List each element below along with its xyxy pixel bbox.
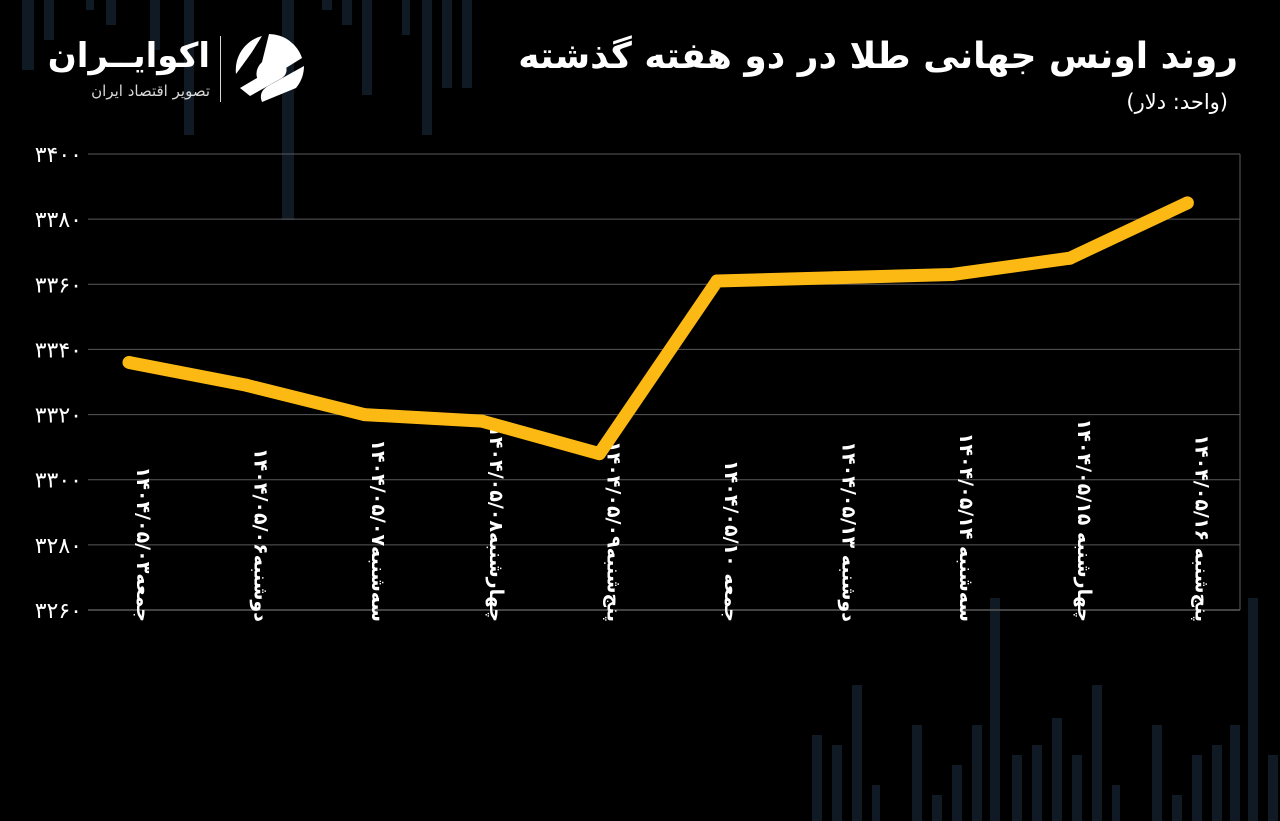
- x-tick-label: جمعه۱۴۰۴/۰۵/۰۳: [132, 467, 154, 622]
- y-tick-label: ۳۳۶۰: [35, 273, 82, 298]
- decor-bar: [1268, 755, 1278, 821]
- logo-divider: [220, 36, 221, 102]
- decor-bar: [952, 765, 962, 821]
- decor-bar: [362, 0, 372, 95]
- x-tick-label: پنج‌شنبه ۱۴۰۴/۰۵/۱۶: [1190, 434, 1212, 622]
- data-point: [240, 378, 254, 392]
- decor-bar: [462, 0, 472, 88]
- decor-bar: [812, 735, 822, 821]
- decor-bar: [972, 725, 982, 821]
- data-point: [945, 268, 959, 282]
- decor-bar: [150, 0, 160, 50]
- decor-bar: [1092, 685, 1102, 821]
- decor-bar: [912, 725, 922, 821]
- decor-bar: [1230, 725, 1240, 821]
- decor-bar: [422, 0, 432, 135]
- y-tick-label: ۳۲۸۰: [35, 534, 82, 559]
- decor-bar: [44, 0, 54, 40]
- decor-bar: [1032, 745, 1042, 821]
- data-point: [475, 414, 489, 428]
- data-point: [122, 355, 136, 369]
- x-tick-label: جمعه ۱۴۰۴/۰۵/۱۰: [720, 460, 742, 622]
- logo-tagline: تصویر اقتصاد ایران: [91, 82, 210, 100]
- decor-bar: [184, 0, 194, 135]
- logo: اکوایــران تصویر اقتصاد ایران: [47, 30, 320, 110]
- decor-bar: [1212, 745, 1222, 821]
- decor-bar: [1192, 755, 1202, 821]
- decor-bar: [342, 0, 352, 25]
- logo-mark-icon: [235, 34, 304, 102]
- decor-bar: [852, 685, 862, 821]
- decor-bar: [1112, 785, 1120, 821]
- data-point: [592, 447, 606, 461]
- data-point: [1063, 251, 1077, 265]
- data-point: [357, 408, 371, 422]
- chart-title: روند اونس جهانی طلا در دو هفته گذشته: [518, 36, 1238, 77]
- decor-bar: [322, 0, 332, 10]
- decor-bar: [1152, 725, 1162, 821]
- decor-bar: [872, 785, 880, 821]
- y-tick-label: ۳۳۲۰: [35, 404, 82, 429]
- decor-bar: [1172, 795, 1182, 821]
- x-tick-label: سه‌شنبه ۱۴۰۴/۰۵/۱۴: [955, 433, 977, 622]
- decor-bar: [86, 0, 94, 10]
- x-tick-label: چهارشنبه ۱۴۰۴/۰۵/۱۵: [1073, 419, 1095, 622]
- y-tick-label: ۳۳۰۰: [35, 469, 82, 494]
- x-tick-label: پنج‌شنبه۱۴۰۴/۰۵/۰۹: [602, 441, 624, 622]
- x-tick-label: دوشنبه۱۴۰۴/۰۵/۰۶: [250, 448, 272, 622]
- decor-bar: [1012, 755, 1022, 821]
- decor-bar: [22, 0, 34, 70]
- x-tick-label: دوشنبه ۱۴۰۴/۰۵/۱۳: [838, 441, 860, 622]
- x-tick-label: چهارشنبه۱۴۰۴/۰۵/۰۸: [485, 425, 507, 622]
- decor-bar: [990, 598, 1000, 821]
- data-point: [828, 271, 842, 285]
- y-tick-label: ۳۴۰۰: [35, 143, 82, 168]
- chart-unit: (واحد: دلار): [1126, 90, 1228, 114]
- y-tick-label: ۳۳۸۰: [35, 208, 82, 233]
- x-tick-label: سه‌شنبه۱۴۰۴/۰۵/۰۷: [367, 439, 389, 622]
- y-tick-label: ۳۲۶۰: [35, 599, 82, 624]
- decor-bar: [1052, 718, 1062, 821]
- decor-bar: [442, 0, 452, 88]
- data-point: [710, 274, 724, 288]
- logo-name: اکوایــران: [47, 36, 210, 76]
- decor-bar: [1072, 755, 1082, 821]
- data-point: [1180, 196, 1194, 210]
- y-tick-label: ۳۳۴۰: [35, 338, 82, 363]
- decor-bar: [932, 795, 942, 821]
- series-line: [127, 197, 1191, 461]
- decor-bar: [1248, 598, 1258, 821]
- decor-bar: [402, 0, 410, 35]
- decor-bar: [832, 745, 842, 821]
- decor-bar: [106, 0, 116, 25]
